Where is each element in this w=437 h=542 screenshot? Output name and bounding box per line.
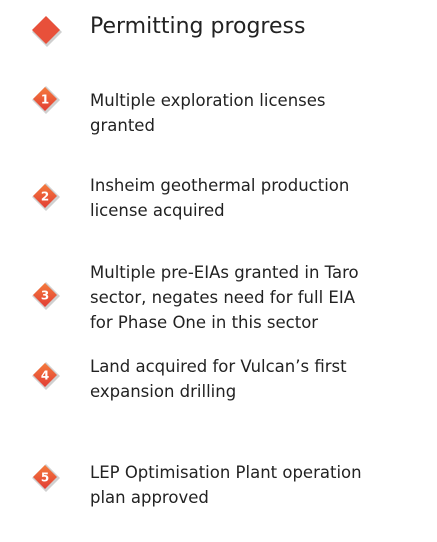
item-text: Multiple pre-EIAs granted in Taro sector,…: [90, 260, 359, 335]
text-line: Multiple pre-EIAs granted in Taro: [90, 263, 359, 282]
number: 5: [41, 471, 49, 485]
item-text: Insheim geothermal production license acq…: [90, 173, 349, 223]
number-badge: 2: [32, 183, 60, 211]
number-badge: 4: [32, 362, 60, 390]
text-line: Insheim geothermal production: [90, 176, 350, 195]
number: 2: [41, 190, 49, 204]
text-line: Multiple exploration licenses: [90, 91, 326, 110]
text-line: for Phase One in this sector: [90, 313, 319, 332]
text-line: LEP Optimisation Plant operation: [90, 463, 362, 482]
number: 3: [41, 289, 49, 303]
text-line: sector, negates need for full EIA: [90, 288, 355, 307]
text-line: expansion drilling: [90, 382, 237, 401]
text-line: Land acquired for Vulcan’s first: [90, 357, 347, 376]
text-line: granted: [90, 116, 155, 135]
number: 1: [41, 93, 49, 107]
item-text: Multiple exploration licenses granted: [90, 88, 326, 138]
item-text: LEP Optimisation Plant operation plan app…: [90, 460, 362, 510]
text-line: plan approved: [90, 488, 209, 507]
item-text: Land acquired for Vulcan’s first expansio…: [90, 354, 347, 404]
number: 4: [41, 369, 49, 383]
number-badge: 1: [32, 86, 60, 114]
text-line: license acquired: [90, 201, 225, 220]
title: Permitting progress: [90, 14, 306, 39]
number-badge: 3: [32, 282, 60, 310]
title-icon: [32, 16, 62, 47]
number-badge: 5: [32, 464, 60, 492]
